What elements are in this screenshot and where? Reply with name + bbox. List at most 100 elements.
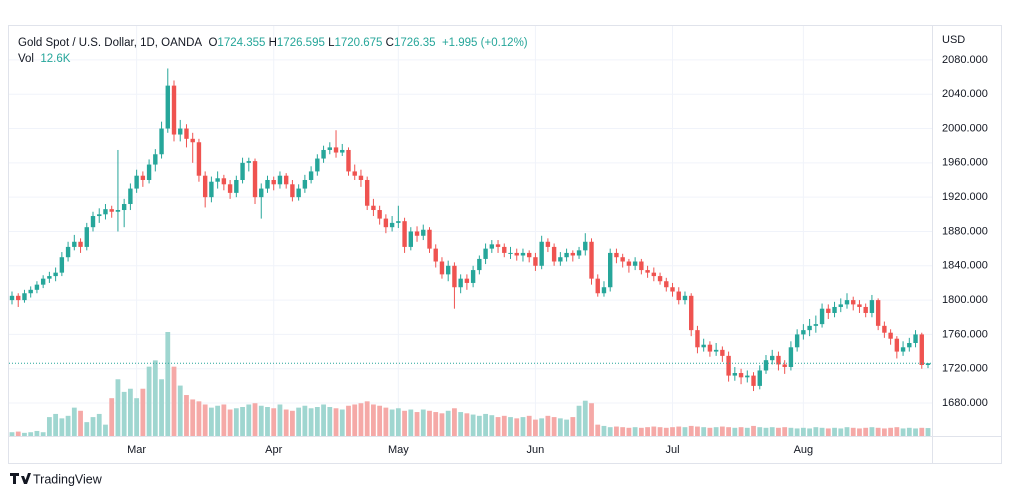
- candle-body: [738, 373, 744, 378]
- volume-bar: [146, 366, 152, 436]
- candle-body: [508, 252, 513, 254]
- candle-body: [545, 241, 551, 247]
- candle-body: [526, 252, 532, 258]
- volume-bar: [607, 427, 613, 436]
- volume-bar: [651, 426, 657, 436]
- candle-body: [826, 308, 831, 313]
- volume-bar: [109, 398, 115, 436]
- candle-body: [202, 175, 208, 198]
- volume-bar: [377, 405, 383, 436]
- volume-bar: [875, 427, 881, 436]
- volume-bar: [726, 427, 731, 436]
- candle-body: [265, 179, 270, 189]
- candle-body: [190, 138, 195, 143]
- candle-body: [707, 344, 713, 352]
- candle-body: [838, 304, 843, 307]
- volume-bar: [769, 427, 775, 436]
- candle-body: [626, 261, 632, 266]
- candle-body: [271, 179, 276, 185]
- volume-bar: [371, 404, 376, 436]
- candle-body: [290, 184, 295, 198]
- candle-body: [844, 300, 850, 305]
- volume-bar: [888, 427, 894, 436]
- candle-body: [614, 252, 619, 258]
- candle-body: [900, 347, 906, 352]
- candle-body: [389, 222, 395, 228]
- candle-body: [713, 349, 719, 352]
- volume-bar: [582, 400, 588, 436]
- candle-body: [178, 128, 183, 135]
- candle-body: [464, 278, 470, 283]
- candle-body: [832, 306, 837, 313]
- candle-body: [445, 265, 451, 275]
- volume-bar: [695, 426, 700, 436]
- volume-bar: [844, 427, 850, 436]
- volume-bar: [688, 425, 694, 436]
- candle-body: [782, 364, 787, 368]
- volume-bar: [757, 427, 763, 436]
- volume-bar: [358, 403, 364, 436]
- volume-bar: [408, 409, 414, 436]
- field-value: 1726.35: [393, 37, 436, 49]
- field-label: H: [268, 37, 277, 49]
- candle-body: [589, 241, 594, 279]
- candle-body: [452, 265, 457, 288]
- candle-body: [371, 205, 376, 211]
- chart-frame: [8, 25, 1002, 464]
- x-tick-label: Apr: [265, 444, 282, 456]
- candle-body: [171, 85, 177, 135]
- volume-bar: [15, 431, 21, 436]
- volume-bar: [227, 409, 233, 436]
- volume-bar: [526, 415, 532, 436]
- volume-bar: [701, 427, 707, 436]
- x-tick-label: Jun: [527, 444, 545, 456]
- candle-body: [184, 128, 189, 139]
- candle-body: [520, 252, 526, 256]
- volume-bar: [501, 415, 507, 436]
- candle-body: [9, 295, 15, 301]
- candle-body: [551, 246, 557, 262]
- volume-bar: [159, 379, 164, 436]
- volume-bar: [283, 409, 289, 436]
- volume-bar: [121, 391, 127, 436]
- candle-body: [252, 161, 258, 198]
- volume-bar: [402, 410, 407, 436]
- volume-bar: [215, 405, 221, 436]
- volume-bar: [776, 427, 781, 436]
- candle-body: [215, 178, 220, 182]
- candle-body: [140, 175, 146, 180]
- volume-bar: [657, 427, 663, 436]
- volume-bar: [127, 388, 133, 436]
- volume-bar: [645, 427, 650, 436]
- volume-bar: [265, 407, 270, 436]
- volume-bar: [713, 427, 719, 436]
- volume-bar: [339, 409, 345, 436]
- candle-body: [807, 325, 812, 331]
- volume-bar: [314, 407, 320, 436]
- volume-bar: [545, 415, 551, 436]
- candle-body: [283, 175, 289, 185]
- candle-body: [495, 244, 501, 247]
- candle-body: [813, 324, 819, 326]
- candle-body: [414, 231, 420, 236]
- candle-body: [888, 332, 893, 339]
- axes: 1680.000 1720.000 1760.000 1800.000 1840.000…: [127, 54, 988, 456]
- volume-bar: [707, 427, 713, 436]
- candle-body: [595, 278, 600, 294]
- legend-volume-row: Vol 12.6K: [18, 51, 528, 67]
- volume-bar: [925, 428, 931, 436]
- candle-body: [894, 338, 900, 352]
- candle-body: [315, 158, 320, 172]
- volume-bar: [601, 425, 607, 436]
- candle-body: [72, 241, 77, 247]
- candle-body: [109, 209, 114, 212]
- volume-bar: [252, 403, 258, 436]
- volume-bar: [763, 427, 769, 436]
- y-tick-label: 1680.000: [942, 397, 988, 409]
- candle-body: [90, 216, 96, 228]
- candle-body: [533, 257, 538, 266]
- volume-bar: [90, 417, 96, 436]
- volume-bar: [389, 409, 395, 436]
- volume-bar: [508, 417, 513, 436]
- candle-body: [539, 241, 544, 266]
